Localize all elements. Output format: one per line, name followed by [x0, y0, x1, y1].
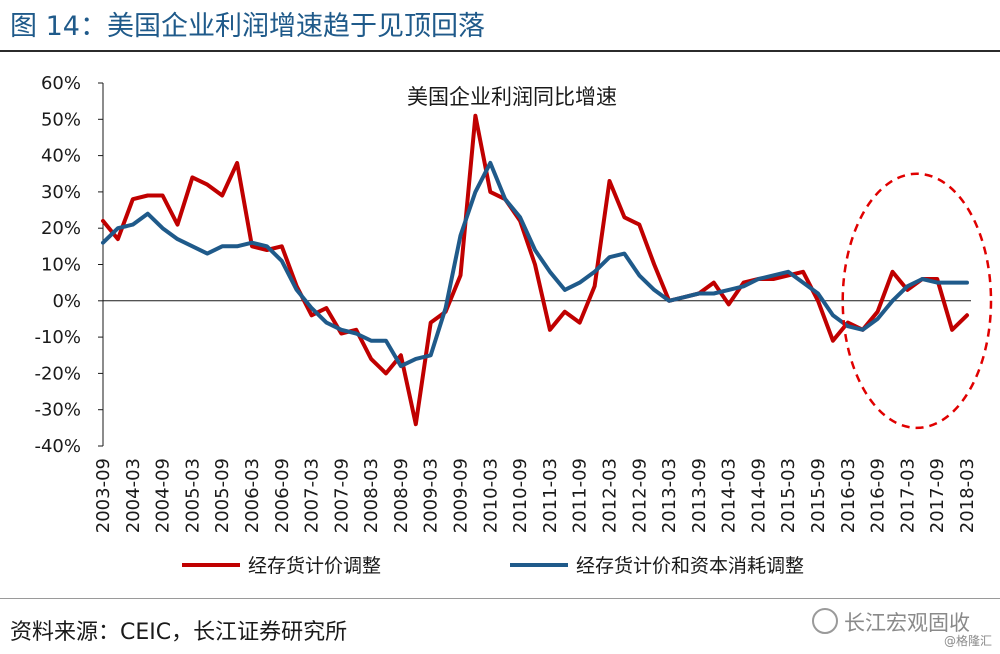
x-tick-label-2017-03: 2017-03: [897, 458, 918, 533]
legend-label-inventory-capital-adjusted: 经存货计价和资本消耗调整: [576, 555, 804, 577]
x-tick-label-2018-03: 2018-03: [957, 458, 978, 533]
y-tick-label: -30%: [34, 400, 81, 421]
x-tick-label-2016-09: 2016-09: [868, 458, 889, 533]
x-tick-label-2016-03: 2016-03: [838, 458, 859, 533]
series-layer: [101, 113, 969, 427]
x-tick-label-2004-03: 2004-03: [123, 458, 144, 533]
watermark-sub: @格隆汇: [943, 634, 992, 648]
x-tick-label-2007-09: 2007-09: [331, 458, 352, 533]
x-tick-label-2017-09: 2017-09: [927, 458, 948, 533]
x-tick-label-2015-09: 2015-09: [808, 458, 829, 533]
x-tick-label-2012-09: 2012-09: [629, 458, 650, 533]
x-tick-label-2010-03: 2010-03: [480, 458, 501, 533]
y-tick-label: 50%: [41, 109, 81, 130]
x-tick-label-2008-09: 2008-09: [391, 458, 412, 533]
title-rule: [0, 50, 1000, 52]
y-tick-label: -20%: [34, 363, 81, 384]
chart-title: 美国企业利润同比增速: [407, 85, 617, 109]
x-tick-label-2012-03: 2012-03: [599, 458, 620, 533]
figure-title: 图 14：美国企业利润增速趋于见顶回落: [10, 11, 485, 42]
x-tick-label-2003-09: 2003-09: [93, 458, 114, 533]
y-tick-label: -10%: [34, 327, 81, 348]
y-tick-label: 30%: [41, 182, 81, 203]
source-note: 资料来源：CEIC，长江证券研究所: [10, 620, 348, 645]
x-tick-label-2009-09: 2009-09: [451, 458, 472, 533]
series-0: [101, 113, 969, 427]
x-tick-label-2014-09: 2014-09: [748, 458, 769, 533]
y-tick-label: 60%: [41, 73, 81, 94]
y-tick-label: -40%: [34, 436, 81, 457]
x-tick-label-2005-03: 2005-03: [182, 458, 203, 533]
x-tick-label-2006-03: 2006-03: [242, 458, 263, 533]
wechat-icon: [812, 608, 838, 634]
y-tick-label: 10%: [41, 255, 81, 276]
y-tick-label: 0%: [52, 291, 81, 312]
y-tick-label: 20%: [41, 218, 81, 239]
x-axis: 2003-09 2004-03 2004-09 2005-03 2005-09 2006-…: [93, 300, 978, 533]
x-tick-label-2015-03: 2015-03: [778, 458, 799, 533]
x-tick-label-2008-03: 2008-03: [361, 458, 382, 533]
x-tick-label-2004-09: 2004-09: [153, 458, 174, 533]
legend-label-inventory-adjusted: 经存货计价调整: [248, 555, 381, 577]
watermark: 长江宏观固收: [812, 607, 970, 637]
line-chart: 60% 50% 40% 30% 20% 10% 0% -10% -20% -30% -40% 200…: [34, 73, 993, 577]
x-tick-label-2013-09: 2013-09: [689, 458, 710, 533]
series-line-0: [101, 113, 969, 427]
watermark-text: 长江宏观固收: [844, 611, 970, 635]
x-tick-label-2011-09: 2011-09: [570, 458, 591, 533]
x-tick-label-2005-09: 2005-09: [212, 458, 233, 533]
legend: 经存货计价调整 经存货计价和资本消耗调整: [182, 555, 804, 577]
x-tick-label-2009-03: 2009-03: [421, 458, 442, 533]
x-tick-label-2011-03: 2011-03: [540, 458, 561, 533]
x-tick-label-2006-09: 2006-09: [272, 458, 293, 533]
x-tick-label-2010-09: 2010-09: [510, 458, 531, 533]
series-1: [101, 160, 969, 369]
x-tick-label-2007-03: 2007-03: [302, 458, 323, 533]
x-tick-label-2013-03: 2013-03: [659, 458, 680, 533]
highlight-ellipse: [841, 172, 993, 430]
y-tick-label: 40%: [41, 146, 81, 167]
source-rule: [0, 598, 1000, 599]
annotation-layer: [841, 172, 993, 430]
y-axis: 60% 50% 40% 30% 20% 10% 0% -10% -20% -30% -40%: [34, 73, 104, 457]
x-tick-label-2014-03: 2014-03: [719, 458, 740, 533]
